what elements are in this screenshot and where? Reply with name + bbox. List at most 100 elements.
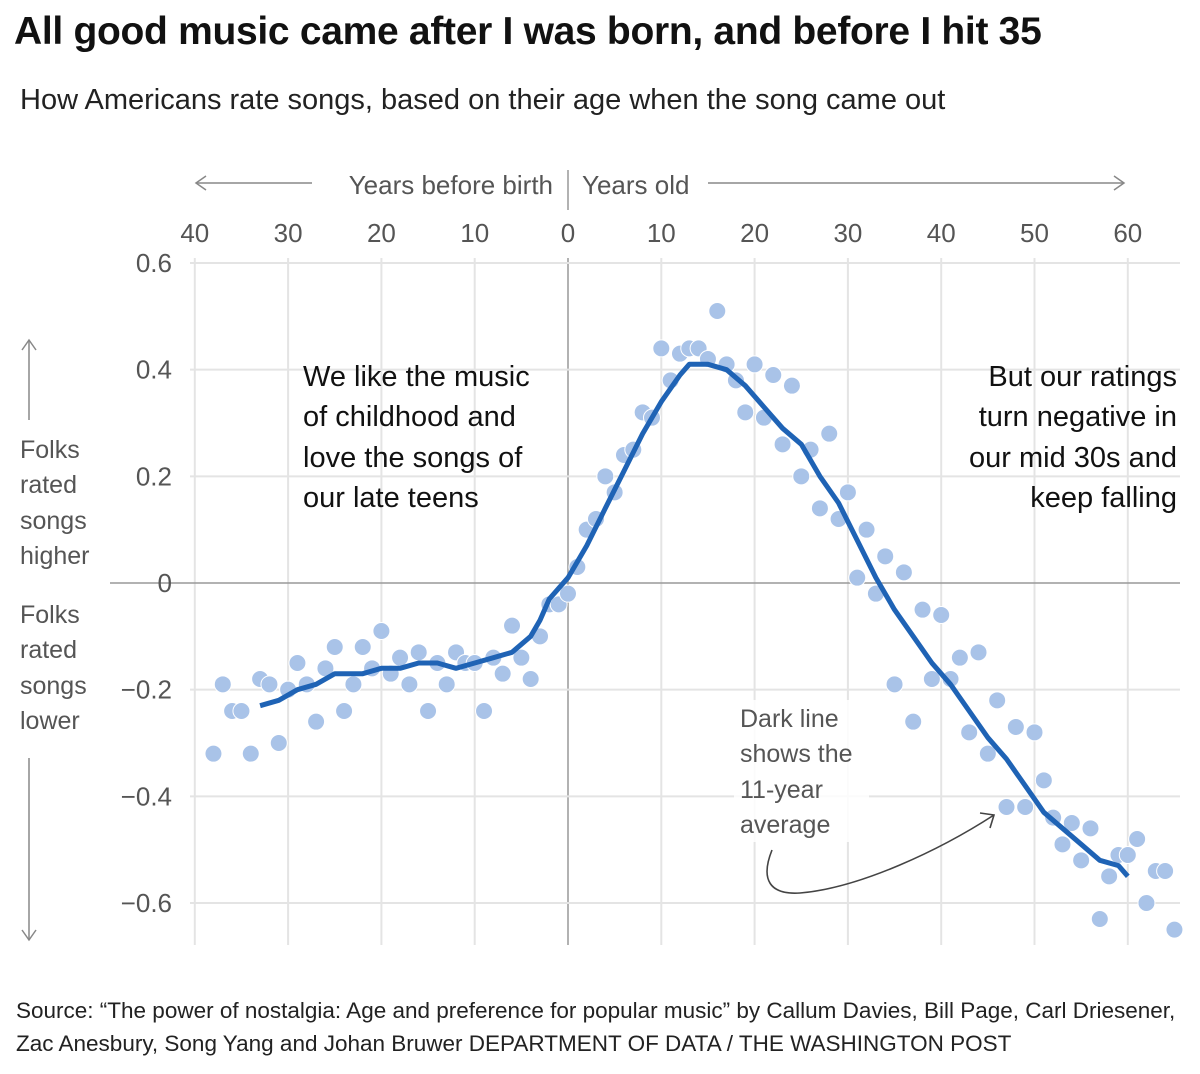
y-tick-labels: 0.6 0.4 0.2 0 −0.2 −0.4 −0.6: [121, 248, 172, 918]
data-point: [792, 467, 811, 486]
data-point: [1165, 920, 1184, 939]
y-label-down-0: Folks: [20, 601, 80, 629]
x-tick-labels: 40 30 20 10 0 10 20 30 40 50 60: [180, 218, 1142, 248]
data-point: [372, 621, 391, 640]
annotation-right-1: turn negative in: [979, 401, 1177, 433]
data-point: [335, 701, 354, 720]
data-point: [213, 675, 232, 694]
data-point: [745, 355, 764, 374]
annotation-left-1: of childhood and: [303, 401, 516, 433]
y-tick-label: 0.4: [136, 355, 172, 385]
x-tick-label: 20: [740, 218, 769, 248]
data-point: [353, 637, 372, 656]
data-point: [1025, 723, 1044, 742]
line-note-3: average: [740, 811, 830, 839]
data-point: [269, 733, 288, 752]
data-point: [1034, 771, 1053, 790]
annotation-left: We like the music of childhood and love …: [303, 361, 530, 514]
data-point: [1137, 893, 1156, 912]
y-label-up-3: higher: [20, 542, 90, 570]
header-years-old: Years old: [582, 170, 689, 200]
data-point: [782, 376, 801, 395]
x-tick-label: 30: [274, 218, 303, 248]
data-point: [1156, 861, 1175, 880]
data-point: [260, 675, 279, 694]
x-tick-label: 50: [1020, 218, 1049, 248]
x-tick-label: 60: [1113, 218, 1142, 248]
data-point: [904, 712, 923, 731]
data-point: [978, 744, 997, 763]
arrow-down-icon: [21, 929, 37, 942]
x-tick-label: 20: [367, 218, 396, 248]
data-point: [1062, 813, 1081, 832]
data-point: [409, 643, 428, 662]
annotation-left-3: our late teens: [303, 482, 479, 514]
data-point: [419, 701, 438, 720]
note-arrow-icon: [979, 812, 996, 829]
data-point: [876, 547, 895, 566]
x-tick-label: 40: [180, 218, 209, 248]
annotation-line-note: Dark line shows the 11-year average: [734, 700, 996, 894]
data-point: [1006, 717, 1025, 736]
data-point: [820, 424, 839, 443]
data-point: [232, 701, 251, 720]
data-point: [288, 653, 307, 672]
data-point: [857, 520, 876, 539]
data-point: [997, 797, 1016, 816]
data-point: [437, 675, 456, 694]
data-point: [344, 675, 363, 694]
data-point: [894, 563, 913, 582]
data-point: [307, 712, 326, 731]
data-point: [932, 605, 951, 624]
data-point: [596, 467, 615, 486]
source-note: Source: “The power of nostalgia: Age and…: [16, 998, 1176, 1056]
annotation-left-2: love the songs of: [303, 442, 523, 474]
data-point: [559, 584, 577, 603]
data-point: [325, 637, 344, 656]
arrow-right-icon: [1113, 175, 1126, 191]
data-point: [848, 568, 867, 587]
data-point: [652, 339, 671, 358]
data-point: [810, 499, 829, 518]
annotation-right-2: our mid 30s and: [969, 442, 1177, 474]
data-point: [1128, 829, 1147, 848]
data-point: [736, 403, 755, 422]
data-point: [969, 643, 988, 662]
data-point: [241, 744, 260, 763]
annotation-left-0: We like the music: [303, 361, 530, 393]
x-axis-header: Years before birth Years old: [194, 170, 1126, 210]
data-point: [885, 675, 904, 694]
data-point: [960, 723, 979, 742]
line-note-2: 11-year: [740, 776, 823, 804]
data-point: [512, 648, 531, 667]
x-tick-label: 10: [647, 218, 676, 248]
y-tick-label: −0.6: [121, 888, 172, 918]
y-tick-label: −0.4: [121, 781, 172, 811]
y-label-up-2: songs: [20, 507, 87, 535]
header-years-before-birth: Years before birth: [349, 170, 553, 200]
data-point: [1016, 797, 1035, 816]
chart-subtitle: How Americans rate songs, based on their…: [20, 84, 946, 116]
arrow-up-icon: [21, 338, 37, 351]
data-point: [521, 669, 540, 688]
data-point: [204, 744, 223, 763]
line-note-0: Dark line: [740, 705, 839, 733]
data-point: [950, 648, 969, 667]
data-point: [391, 648, 410, 667]
annotation-right: But our ratings turn negative in our mid…: [969, 361, 1177, 514]
annotation-right-0: But our ratings: [988, 361, 1177, 393]
x-tick-label: 10: [460, 218, 489, 248]
data-point: [922, 669, 941, 688]
data-point: [1100, 867, 1119, 886]
chart-title: All good music came after I was born, an…: [14, 10, 1042, 53]
data-point: [1081, 819, 1100, 838]
data-point: [1090, 909, 1109, 928]
data-point: [1118, 845, 1137, 864]
data-point: [503, 616, 522, 635]
data-point: [475, 701, 494, 720]
data-point: [1053, 835, 1072, 854]
data-point: [1072, 851, 1091, 870]
data-point: [764, 366, 783, 385]
data-point: [493, 664, 512, 683]
